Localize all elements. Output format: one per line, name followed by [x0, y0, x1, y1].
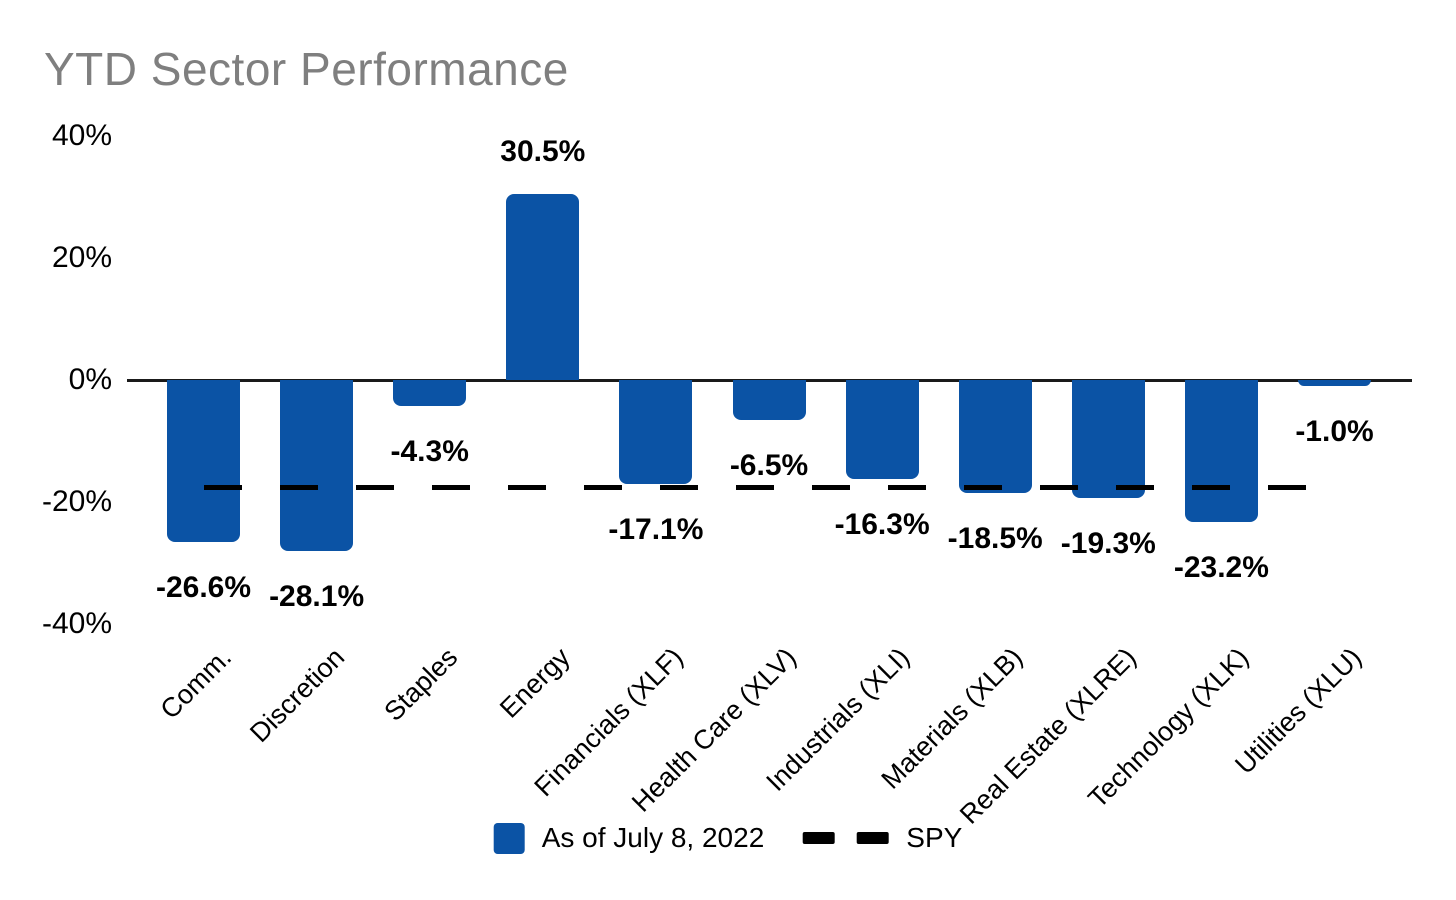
x-axis-label-staples: Staples — [378, 642, 463, 727]
y-axis-tick-label: 40% — [51, 119, 112, 152]
spy-reference-line — [203, 485, 1335, 491]
bar-technology-xlk — [1184, 380, 1258, 522]
bar-utilities-xlu — [1298, 380, 1371, 387]
bar-value-label: -28.1% — [269, 580, 365, 614]
x-axis-label-energy: Energy — [494, 642, 577, 724]
x-axis-label-comm: Comm. — [153, 642, 237, 725]
legend: As of July 8, 2022 SPY — [493, 822, 963, 854]
bar-value-label: -18.5% — [947, 521, 1043, 555]
y-axis-tick-label: -20% — [41, 485, 112, 518]
bar-health-care-xlv — [732, 380, 806, 420]
bar-industrials-xli — [845, 380, 919, 480]
bar-value-label: -4.3% — [390, 435, 469, 469]
y-axis-tick-label: 0% — [68, 363, 112, 396]
bar-value-label: -16.3% — [834, 508, 930, 542]
y-axis-tick-label: 20% — [51, 241, 112, 274]
bar-value-label: 30.5% — [500, 134, 586, 168]
bar-value-label: -19.3% — [1060, 526, 1156, 560]
x-axis-label-discretion: Discretion — [243, 642, 350, 749]
bar-staples — [393, 380, 467, 407]
bar-comm — [167, 380, 240, 543]
bar-energy — [506, 193, 580, 380]
bar-value-label: -17.1% — [608, 513, 704, 547]
bar-materials-xlb — [958, 380, 1032, 493]
bar-value-label: -23.2% — [1173, 550, 1269, 584]
series-swatch — [493, 822, 525, 854]
spy-dash-icon — [802, 832, 889, 844]
bar-discretion — [280, 380, 354, 552]
bar-real-estate-xlre — [1071, 380, 1145, 498]
dash-segment — [802, 832, 835, 844]
bar-value-label: -6.5% — [729, 448, 809, 482]
series-legend-label: As of July 8, 2022 — [541, 822, 765, 853]
dash-segment — [856, 832, 889, 844]
spy-legend-label: SPY — [906, 822, 963, 853]
chart-title: YTD Sector Performance — [44, 43, 569, 95]
bar-value-label: -1.0% — [1295, 415, 1374, 449]
y-axis-tick-label: -40% — [41, 607, 112, 640]
bar-financials-xlf — [619, 380, 693, 485]
bar-value-label: -26.6% — [155, 571, 252, 605]
